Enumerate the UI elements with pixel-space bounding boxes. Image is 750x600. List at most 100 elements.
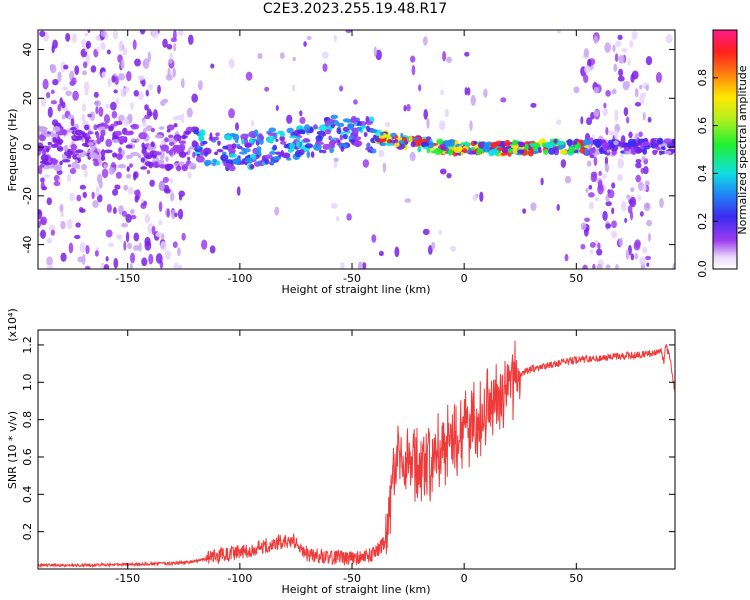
heatmap-axes: -150 -100 -50 0 50 -40 -20 0 20 40 <box>21 30 675 285</box>
heatmap-cell <box>101 71 106 78</box>
heatmap-cell <box>160 99 166 107</box>
heatmap-cell <box>118 135 127 143</box>
heatmap-cell <box>373 46 377 57</box>
heatmap-cell <box>496 147 505 151</box>
heatmap-cell <box>618 68 624 77</box>
heatmap-cell <box>96 46 100 52</box>
heatmap-cell <box>614 109 619 116</box>
heatmap-cell <box>348 139 356 143</box>
heatmap-cell <box>224 134 233 141</box>
heatmap-cell <box>60 61 66 73</box>
heatmap-cell <box>527 149 534 157</box>
heatmap-cell <box>70 126 77 131</box>
heatmap-cell <box>101 168 109 179</box>
heatmap-cell <box>187 147 191 155</box>
heatmap-cell <box>65 32 71 42</box>
heatmap-cell <box>614 53 619 62</box>
heatmap-cell <box>330 114 339 120</box>
heatmap-cell <box>228 108 235 119</box>
heatmap-cell <box>130 151 140 157</box>
heatmap-cell <box>209 245 216 254</box>
heatmap-cell <box>274 206 280 216</box>
heatmap-cell <box>85 53 90 64</box>
heatmap-cell <box>72 90 79 101</box>
heatmap-cell <box>466 87 471 96</box>
heatmap-cell <box>164 137 169 143</box>
heatmap-cell <box>123 118 130 126</box>
heatmap-cell <box>629 187 635 193</box>
heatmap-cell <box>83 81 90 92</box>
heatmap-cell <box>635 174 642 183</box>
heatmap-cell <box>149 179 155 187</box>
heatmap-cell <box>127 242 133 250</box>
heatmap-cell <box>134 194 139 203</box>
heatmap-cell <box>129 163 133 168</box>
heatmap-cell <box>275 138 279 142</box>
heatmap-cell <box>100 155 106 162</box>
heatmap-cell <box>177 247 181 257</box>
heatmap-cell <box>322 143 331 150</box>
heatmap-cell <box>318 124 328 132</box>
heatmap-cell <box>292 56 296 62</box>
heatmap-cell <box>40 229 46 239</box>
heatmap-cell <box>38 134 47 142</box>
heatmap-cell <box>113 257 119 269</box>
colorbar-tick-label: 0.6 <box>696 117 709 135</box>
heatmap-cell <box>172 241 178 248</box>
heatmap-cell <box>639 256 647 266</box>
heatmap-cell <box>82 61 88 69</box>
heatmap-cell <box>40 98 46 107</box>
heatmap-cell <box>327 118 335 124</box>
heatmap-cell <box>588 147 596 154</box>
heatmap-cell <box>103 114 110 124</box>
heatmap-cell <box>158 159 165 166</box>
heatmap-cell <box>548 147 556 155</box>
heatmap-cell <box>622 80 630 91</box>
heatmap-cell <box>556 140 564 146</box>
heatmap-cell <box>215 132 220 137</box>
heatmap-cell <box>38 209 43 220</box>
heatmap-cell <box>645 85 649 92</box>
heatmap-cell <box>642 141 650 147</box>
heatmap-cell <box>336 126 342 135</box>
heatmap-cell <box>617 34 623 41</box>
snr-ytick-label: 1.2 <box>21 336 34 354</box>
heatmap-cell <box>68 242 74 254</box>
heatmap-cell <box>57 103 62 112</box>
heatmap-cell <box>589 249 594 254</box>
heatmap-cell <box>586 160 592 167</box>
heatmap-cell <box>170 209 176 220</box>
snr-series-line <box>38 340 675 569</box>
heatmap-cell <box>286 157 292 161</box>
heatmap-cell <box>76 194 82 202</box>
heatmap-cell <box>130 138 136 142</box>
heatmap-cell <box>76 163 80 170</box>
heatmap-cell <box>583 48 589 58</box>
heatmap-cell <box>522 208 527 214</box>
heatmap-cell <box>236 143 241 148</box>
heatmap-cell <box>379 132 384 136</box>
heatmap-cell <box>426 118 430 129</box>
heatmap-cell <box>655 146 661 151</box>
heatmap-cell <box>228 58 235 69</box>
heatmap-cell <box>447 148 454 156</box>
snr-frame <box>37 329 676 570</box>
heatmap-cell <box>114 184 121 190</box>
heatmap-cell <box>75 149 84 153</box>
heatmap-cell <box>46 256 53 266</box>
heatmap-cell <box>116 153 123 160</box>
heatmap-cell <box>347 123 354 130</box>
heatmap-cell <box>164 164 169 168</box>
heatmap-cell <box>245 71 253 81</box>
heatmap-cell <box>106 203 112 213</box>
heatmap-cell <box>169 177 173 184</box>
heatmap-cell <box>170 192 175 202</box>
heatmap-cell <box>339 85 344 92</box>
heatmap-cell <box>74 65 80 76</box>
heatmap-cell <box>620 135 626 145</box>
snr-plot-area <box>38 330 675 569</box>
heatmap-cell <box>165 156 169 162</box>
heatmap-cell <box>96 194 103 203</box>
heatmap-cell <box>642 111 646 121</box>
